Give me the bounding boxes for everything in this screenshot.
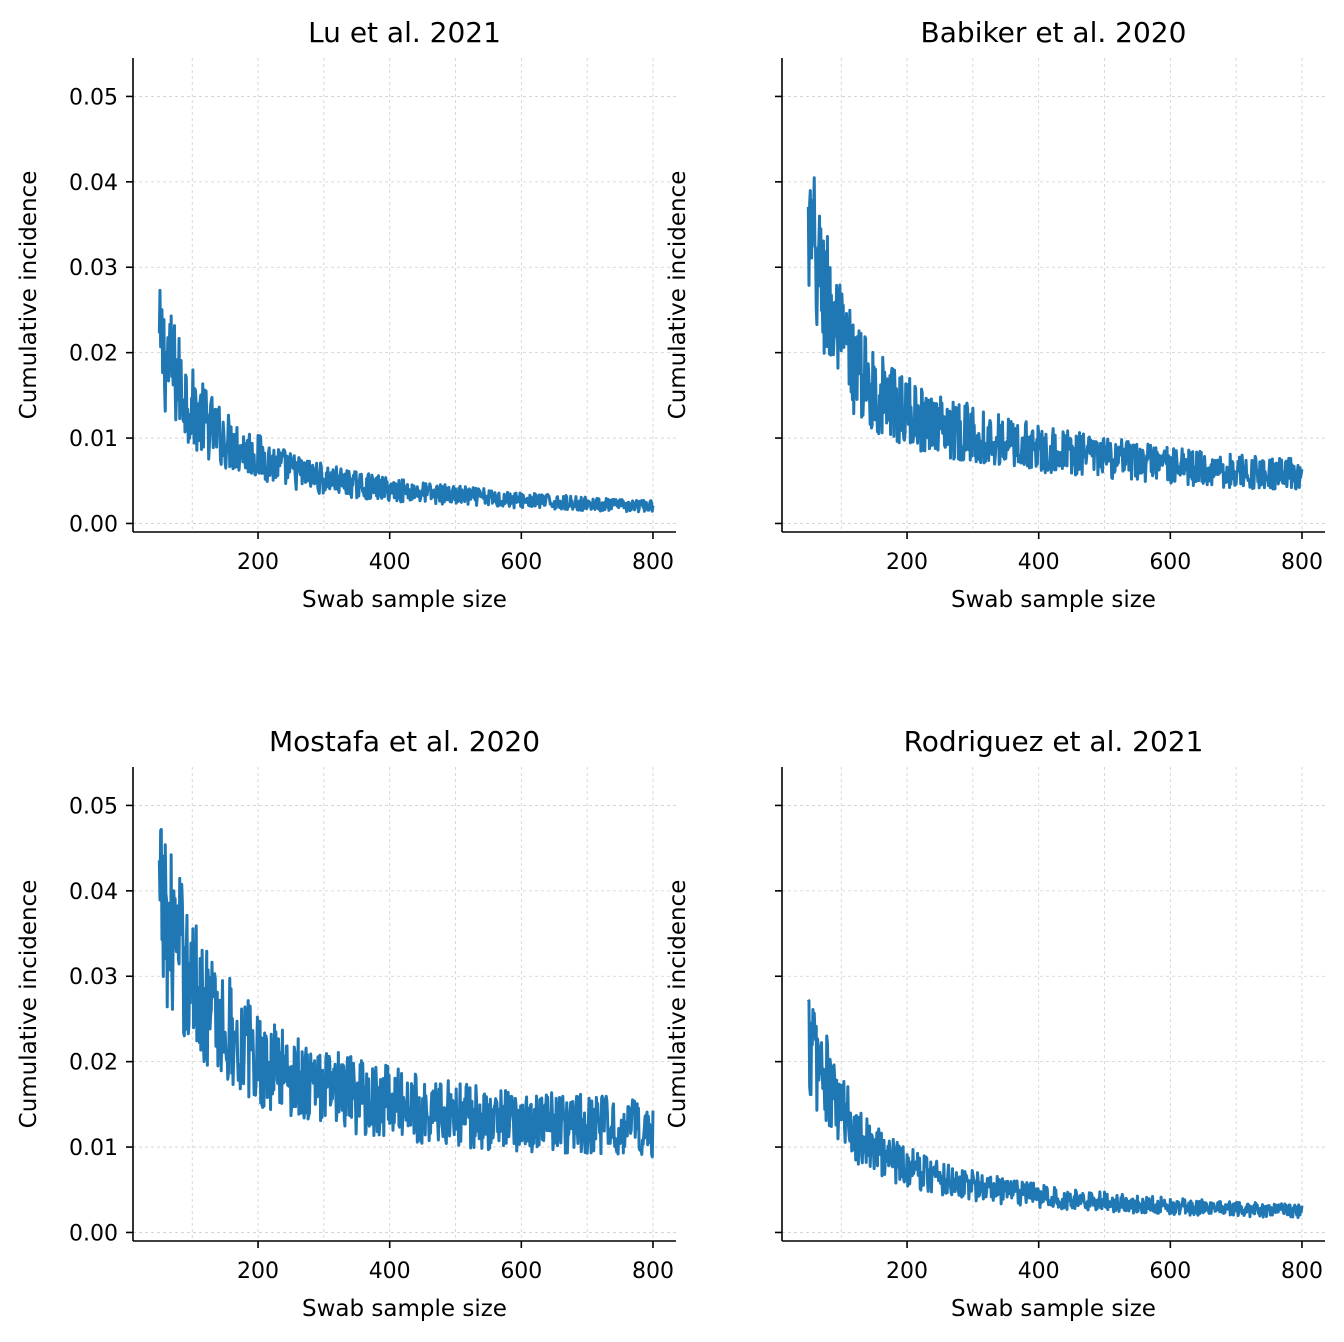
subplot-4: 200 400 600 800 Rodriguez et al. 2021 Swab sa…	[665, 725, 1325, 1322]
series-line	[157, 288, 655, 514]
chart-title: Babiker et al. 2020	[921, 16, 1187, 49]
grid	[782, 767, 1325, 1241]
x-tick-label: 800	[1281, 550, 1323, 575]
x-tick-label: 400	[1018, 1259, 1060, 1284]
x-axis-label: Swab sample size	[302, 1296, 507, 1322]
y-tick-label: 0.04	[69, 880, 118, 905]
y-tick-label: 0.04	[69, 171, 118, 196]
x-tick-label: 800	[632, 550, 674, 575]
series-line	[806, 999, 1304, 1220]
x-tick-label: 200	[886, 550, 928, 575]
y-tick-label: 0.03	[69, 256, 118, 281]
x-tick-label: 200	[886, 1259, 928, 1284]
y-tick-label: 0.01	[69, 1136, 118, 1161]
subplot-3: 200 400 600 800 0.00 0.01 0.02 0.03 0.04 0.05 Most…	[16, 725, 676, 1322]
y-tick-label: 0.01	[69, 427, 118, 452]
x-tick-label: 200	[237, 1259, 279, 1284]
x-tick-label: 600	[500, 550, 542, 575]
y-tick-label: 0.02	[69, 1051, 118, 1076]
x-tick-label: 400	[369, 1259, 411, 1284]
y-tick-label: 0.00	[69, 512, 118, 537]
x-tick-label: 800	[1281, 1259, 1323, 1284]
x-axis-label: Swab sample size	[302, 587, 507, 613]
y-tick-label: 0.05	[69, 794, 118, 819]
subplot-1: 200 400 600 800 0.00 0.01 0.02 0.03 0.04 0.05 Lu e…	[16, 16, 676, 613]
y-tick-label: 0.03	[69, 965, 118, 990]
x-tick-label: 400	[369, 550, 411, 575]
x-axis-label: Swab sample size	[951, 1296, 1156, 1322]
x-tick-label: 600	[1149, 550, 1191, 575]
y-axis-label: Cumulative incidence	[665, 880, 691, 1129]
y-tick-label: 0.05	[69, 85, 118, 110]
chart-title: Lu et al. 2021	[308, 16, 501, 49]
x-tick-label: 600	[1149, 1259, 1191, 1284]
grid	[133, 58, 676, 532]
x-tick-label: 200	[237, 550, 279, 575]
grid	[133, 767, 676, 1241]
series-line	[806, 176, 1304, 491]
y-axis-label: Cumulative incidence	[665, 171, 691, 420]
y-tick-label: 0.02	[69, 342, 118, 367]
x-axis-label: Swab sample size	[951, 587, 1156, 613]
chart-title: Rodriguez et al. 2021	[904, 725, 1204, 758]
y-axis-label: Cumulative incidence	[16, 171, 42, 420]
subplot-2: 200 400 600 800 Babiker et al. 2020 Swab samp…	[665, 16, 1325, 613]
y-tick-label: 0.00	[69, 1221, 118, 1246]
chart-title: Mostafa et al. 2020	[269, 725, 540, 758]
series-line	[157, 827, 655, 1159]
x-tick-label: 800	[632, 1259, 674, 1284]
x-tick-label: 600	[500, 1259, 542, 1284]
x-tick-label: 400	[1018, 550, 1060, 575]
y-axis-label: Cumulative incidence	[16, 880, 42, 1129]
